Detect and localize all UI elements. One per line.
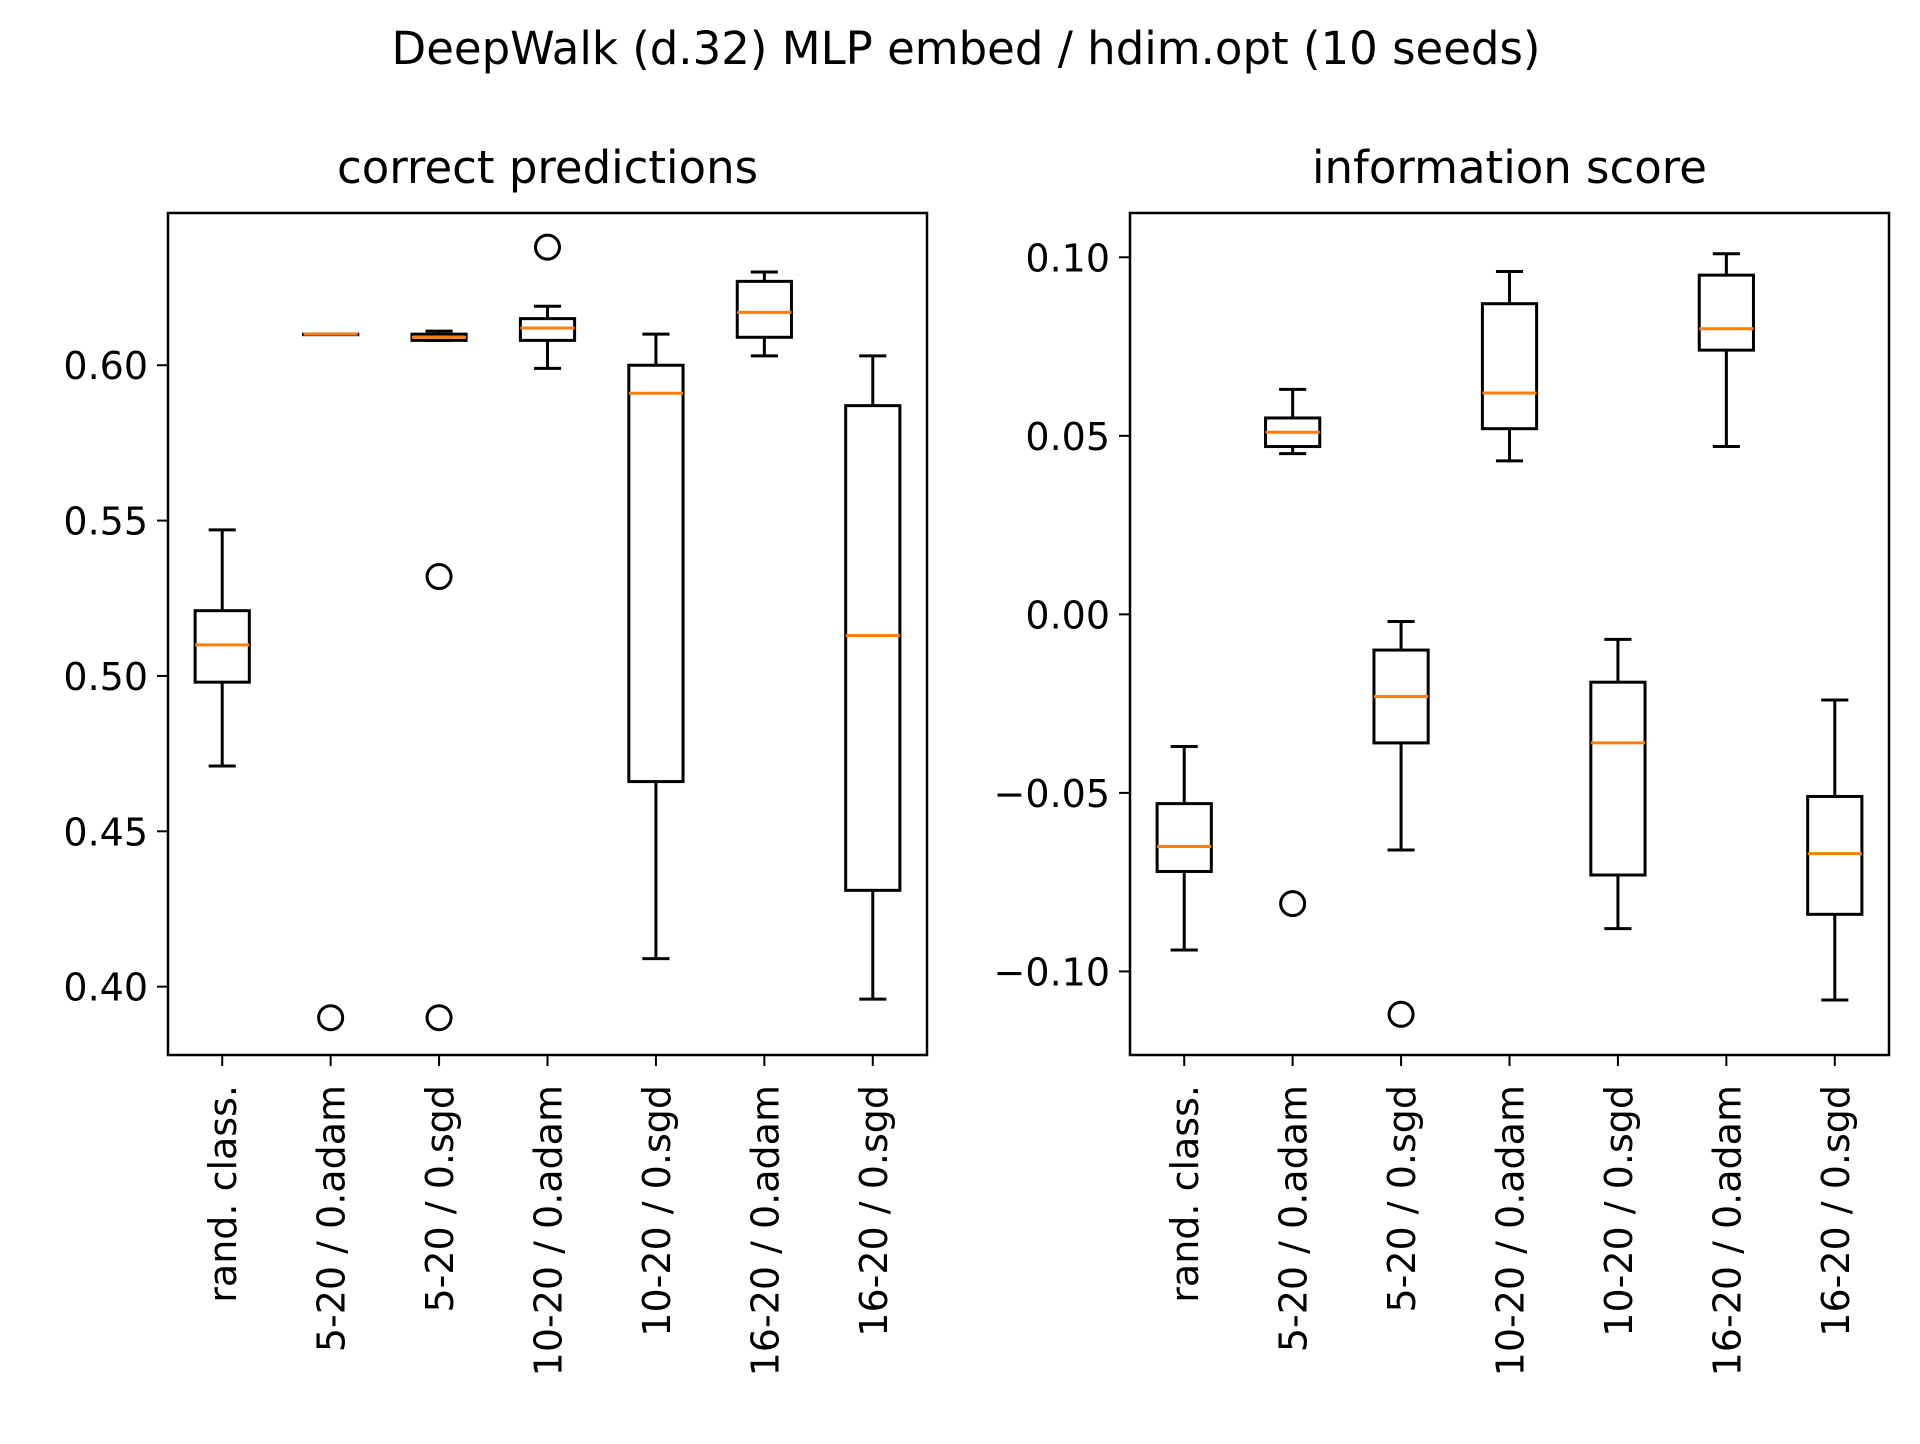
iqr-box — [193, 609, 251, 684]
y-tick-label: 0.40 — [63, 966, 148, 1010]
box-group: rand. class. — [1155, 744, 1213, 1303]
x-tick-label: 10-20 / 0.adam — [1489, 1085, 1533, 1376]
outlier-point — [534, 233, 561, 261]
box-group: 10-20 / 0.sgd — [627, 332, 685, 1337]
y-tick-label: −0.10 — [994, 950, 1110, 994]
subplot-title: correct predictions — [337, 141, 758, 194]
box-group: rand. class. — [193, 528, 251, 1303]
box-group: 5-20 / 0.adam — [302, 332, 360, 1352]
iqr-box — [1480, 302, 1539, 431]
box-group: 10-20 / 0.adam — [1480, 270, 1539, 1376]
x-tick-label: 16-20 / 0.sgd — [852, 1085, 896, 1337]
x-tick-label: 10-20 / 0.sgd — [635, 1085, 679, 1337]
y-tick-label: 0.10 — [1025, 236, 1110, 280]
axes-frame — [1128, 211, 1891, 1057]
x-tick-label: rand. class. — [1163, 1085, 1207, 1303]
iqr-box — [518, 317, 577, 342]
box-group: 5-20 / 0.sgd — [1372, 620, 1430, 1313]
iqr-box — [735, 279, 793, 339]
box-group: 16-20 / 0.sgd — [1806, 698, 1864, 1337]
y-tick-label: 0.05 — [1025, 415, 1110, 459]
x-tick-label: 10-20 / 0.adam — [527, 1085, 571, 1376]
panel-1: correct predictions 0.40 0.45 0.50 0.55 0.60 r… — [63, 141, 929, 1376]
box-group: 10-20 / 0.sgd — [1589, 637, 1647, 1337]
y-tick-label: 0.45 — [63, 810, 148, 854]
iqr-box — [1589, 680, 1647, 877]
x-tick-label: 5-20 / 0.sgd — [1380, 1085, 1424, 1313]
box-group: 10-20 / 0.adam — [518, 233, 577, 1376]
outlier-point — [1387, 1000, 1415, 1028]
outlier-point — [317, 1004, 345, 1032]
x-tick-label: rand. class. — [201, 1085, 245, 1303]
x-tick-label: 16-20 / 0.adam — [743, 1085, 787, 1376]
outlier-point — [425, 1004, 453, 1032]
iqr-box — [844, 404, 902, 892]
x-tick-label: 16-20 / 0.sgd — [1814, 1085, 1858, 1337]
figure-title: DeepWalk (d.32) MLP embed / hdim.opt (10… — [392, 22, 1541, 75]
box-group: 5-20 / 0.sgd — [410, 329, 468, 1313]
panel-2: information score −0.10 −0.05 0.00 0.05 0.10 r… — [994, 141, 1891, 1376]
outlier-point — [1279, 890, 1307, 918]
iqr-box — [1806, 794, 1864, 916]
outlier-point — [425, 563, 453, 591]
box-group: 16-20 / 0.sgd — [844, 354, 902, 1337]
iqr-box — [1697, 273, 1755, 352]
x-tick-label: 5-20 / 0.adam — [310, 1085, 354, 1352]
x-tick-label: 10-20 / 0.sgd — [1597, 1085, 1641, 1337]
y-tick-label: 0.50 — [63, 655, 148, 699]
y-tick-label: 0.55 — [63, 500, 148, 544]
y-tick-label: −0.05 — [994, 772, 1110, 816]
box-group: 16-20 / 0.adam — [1697, 252, 1755, 1376]
x-tick-label: 16-20 / 0.adam — [1705, 1085, 1749, 1376]
x-tick-label: 5-20 / 0.sgd — [418, 1085, 462, 1313]
box-group: 16-20 / 0.adam — [735, 270, 793, 1376]
iqr-box — [1155, 802, 1213, 873]
iqr-box — [627, 363, 685, 784]
box-group: 5-20 / 0.adam — [1264, 387, 1322, 1352]
axes-frame — [166, 211, 929, 1057]
subplot-title: information score — [1312, 141, 1707, 194]
x-tick-label: 5-20 / 0.adam — [1272, 1085, 1316, 1352]
y-tick-label: 0.00 — [1025, 593, 1110, 637]
y-tick-label: 0.60 — [63, 344, 148, 388]
